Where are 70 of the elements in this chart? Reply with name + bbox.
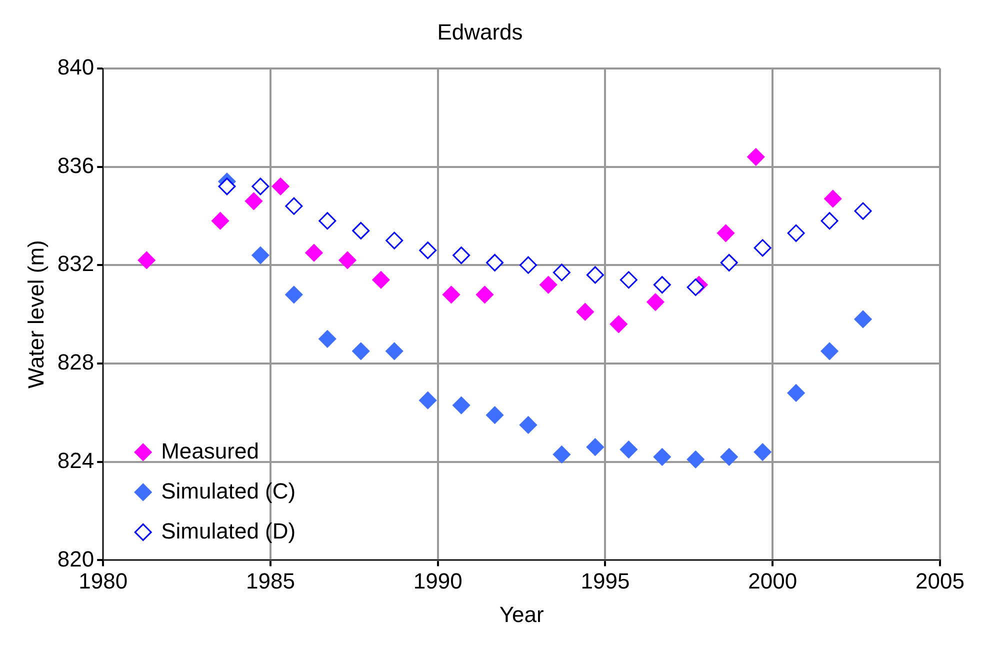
y-tick-label: 832 — [57, 251, 94, 276]
point — [305, 244, 323, 262]
point — [452, 246, 470, 264]
point — [338, 251, 356, 269]
point — [540, 276, 558, 294]
point — [386, 342, 404, 360]
legend-label: Simulated (C) — [161, 478, 296, 504]
point — [318, 212, 336, 230]
point — [476, 286, 494, 304]
y-tick-label: 828 — [57, 350, 94, 375]
point — [720, 254, 738, 272]
y-tick-label: 836 — [57, 152, 94, 178]
legend-label: Measured — [161, 438, 259, 464]
point — [854, 310, 872, 328]
x-tick-label: 1985 — [246, 568, 295, 594]
point — [576, 303, 594, 321]
point — [520, 416, 537, 434]
point — [620, 271, 638, 289]
y-tick-label: 840 — [57, 54, 94, 80]
point — [552, 264, 570, 282]
x-tick-label: 2005 — [916, 568, 964, 594]
x-tick-label: 1995 — [580, 568, 630, 594]
point — [218, 178, 236, 196]
point — [419, 242, 437, 260]
y-tick-label: 824 — [57, 448, 94, 473]
point — [586, 266, 604, 284]
point — [686, 450, 704, 468]
point — [244, 192, 262, 210]
point — [610, 315, 628, 333]
point — [272, 178, 290, 196]
point — [252, 246, 270, 264]
point — [520, 256, 537, 274]
point — [372, 271, 390, 289]
point — [452, 396, 470, 414]
point — [787, 224, 805, 242]
point — [352, 342, 370, 360]
point — [318, 330, 336, 348]
point — [285, 197, 303, 215]
point — [419, 392, 437, 410]
legend-label: Simulated (D) — [161, 518, 296, 544]
point — [653, 448, 671, 466]
point — [552, 446, 570, 464]
point — [747, 148, 765, 166]
x-tick-label: 1990 — [413, 568, 462, 594]
point — [586, 438, 604, 456]
point — [754, 239, 772, 257]
point — [653, 276, 671, 294]
point — [754, 443, 772, 461]
point — [717, 224, 735, 242]
point — [285, 286, 303, 304]
point — [442, 286, 460, 304]
y-axis-title: Water level (m) — [23, 240, 48, 388]
point — [720, 448, 738, 466]
point — [787, 384, 805, 402]
point — [386, 232, 404, 250]
point — [352, 222, 370, 240]
point — [212, 212, 230, 230]
point — [138, 251, 156, 269]
point — [820, 342, 838, 360]
x-tick-label: 2000 — [748, 568, 798, 594]
chart-title: Edwards — [437, 19, 523, 44]
point — [620, 440, 638, 458]
point — [686, 278, 704, 296]
x-axis-title: Year — [499, 602, 544, 627]
point — [824, 190, 842, 208]
point — [486, 254, 504, 272]
point — [252, 178, 270, 196]
point — [820, 212, 838, 230]
point — [646, 293, 664, 311]
point — [486, 406, 504, 424]
